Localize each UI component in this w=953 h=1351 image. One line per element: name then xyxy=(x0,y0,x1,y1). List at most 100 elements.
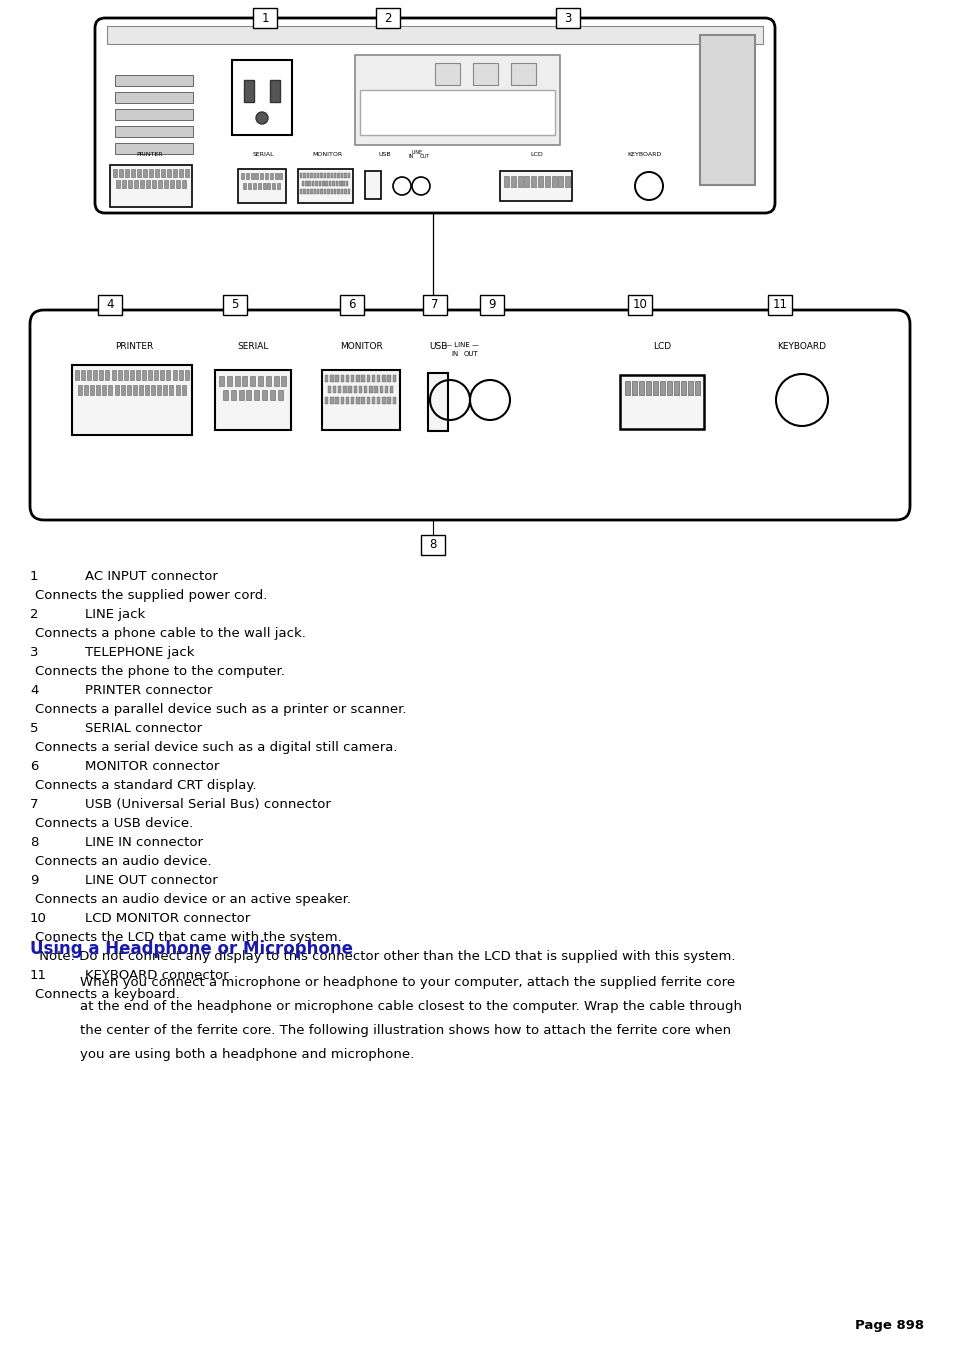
Text: 7: 7 xyxy=(431,299,438,312)
Bar xyxy=(333,386,336,393)
Bar xyxy=(422,295,447,315)
Text: Connects an audio device or an active speaker.: Connects an audio device or an active sp… xyxy=(35,893,351,907)
Bar xyxy=(315,181,317,186)
FancyBboxPatch shape xyxy=(95,18,774,213)
Bar xyxy=(531,176,536,186)
Bar xyxy=(163,385,167,394)
Text: AC INPUT connector: AC INPUT connector xyxy=(85,570,217,584)
Bar xyxy=(151,385,155,394)
Bar xyxy=(167,169,171,177)
Bar xyxy=(115,143,193,154)
Bar xyxy=(98,295,122,315)
Bar xyxy=(112,169,117,177)
Text: Using a Headphone or Microphone: Using a Headphone or Microphone xyxy=(30,940,353,958)
Bar xyxy=(327,189,330,195)
Circle shape xyxy=(255,112,268,124)
Bar xyxy=(345,397,349,404)
Text: 2: 2 xyxy=(384,12,392,24)
Bar xyxy=(310,173,313,178)
Bar xyxy=(154,370,158,380)
Bar xyxy=(556,8,579,28)
Bar xyxy=(121,385,125,394)
Bar xyxy=(330,397,334,404)
Bar xyxy=(274,376,278,386)
Bar xyxy=(316,173,319,178)
Text: 7: 7 xyxy=(30,798,38,811)
Bar xyxy=(382,397,385,404)
Text: 9: 9 xyxy=(488,299,496,312)
Bar xyxy=(558,176,563,186)
Bar xyxy=(511,63,536,85)
Bar xyxy=(390,386,393,393)
Text: SERIAL: SERIAL xyxy=(252,153,274,157)
Bar xyxy=(299,189,302,195)
Bar xyxy=(347,173,350,178)
Bar xyxy=(376,376,380,382)
Bar xyxy=(128,180,132,188)
Bar xyxy=(327,386,331,393)
Bar xyxy=(355,55,559,145)
Bar xyxy=(384,386,388,393)
Text: USB: USB xyxy=(378,153,391,157)
Bar xyxy=(272,182,274,189)
Bar xyxy=(387,376,391,382)
Bar xyxy=(227,376,232,386)
Bar xyxy=(143,169,147,177)
Bar xyxy=(314,189,315,195)
Bar xyxy=(340,189,343,195)
Bar xyxy=(627,295,651,315)
Text: you are using both a headphone and microphone.: you are using both a headphone and micro… xyxy=(80,1048,414,1061)
Bar xyxy=(96,385,100,394)
Bar xyxy=(351,397,355,404)
Bar xyxy=(767,295,791,315)
Bar xyxy=(139,385,143,394)
Bar xyxy=(327,173,330,178)
Bar xyxy=(310,189,313,195)
Bar xyxy=(695,381,700,394)
Text: LINE: LINE xyxy=(411,150,422,155)
Text: 4: 4 xyxy=(106,299,113,312)
Bar xyxy=(387,397,391,404)
Bar xyxy=(157,385,161,394)
Bar xyxy=(375,8,399,28)
Bar xyxy=(149,169,152,177)
Text: SERIAL: SERIAL xyxy=(237,342,269,351)
Text: Connects an audio device.: Connects an audio device. xyxy=(35,855,212,867)
Bar xyxy=(551,176,556,186)
Bar xyxy=(110,165,192,207)
Bar xyxy=(631,381,637,394)
Bar xyxy=(323,173,326,178)
Text: PRINTER: PRINTER xyxy=(114,342,153,351)
Bar xyxy=(161,169,165,177)
Bar xyxy=(393,376,395,382)
Text: LINE IN connector: LINE IN connector xyxy=(85,836,203,848)
FancyBboxPatch shape xyxy=(30,309,909,520)
Text: Connects the phone to the computer.: Connects the phone to the computer. xyxy=(35,665,285,678)
Bar xyxy=(242,376,247,386)
Text: 1: 1 xyxy=(30,570,38,584)
Bar xyxy=(639,381,644,394)
Bar xyxy=(170,385,173,394)
Text: TELEPHONE jack: TELEPHONE jack xyxy=(85,646,194,659)
Bar xyxy=(355,376,359,382)
Bar xyxy=(564,176,570,186)
Bar xyxy=(344,173,346,178)
Bar xyxy=(337,386,341,393)
Bar xyxy=(253,390,259,400)
Bar xyxy=(307,189,309,195)
Bar xyxy=(93,370,97,380)
Bar xyxy=(170,180,173,188)
Bar xyxy=(185,169,189,177)
Bar xyxy=(251,173,253,178)
Bar xyxy=(223,295,247,315)
Bar xyxy=(345,376,349,382)
Bar xyxy=(253,182,255,189)
Bar xyxy=(297,169,353,203)
Text: MONITOR connector: MONITOR connector xyxy=(85,761,219,773)
Text: LINE OUT connector: LINE OUT connector xyxy=(85,874,217,888)
Bar xyxy=(337,173,339,178)
Text: 3: 3 xyxy=(564,12,571,24)
Text: at the end of the headphone or microphone cable closest to the computer. Wrap th: at the end of the headphone or microphon… xyxy=(80,1000,741,1013)
Bar xyxy=(116,180,120,188)
Bar xyxy=(115,92,193,103)
